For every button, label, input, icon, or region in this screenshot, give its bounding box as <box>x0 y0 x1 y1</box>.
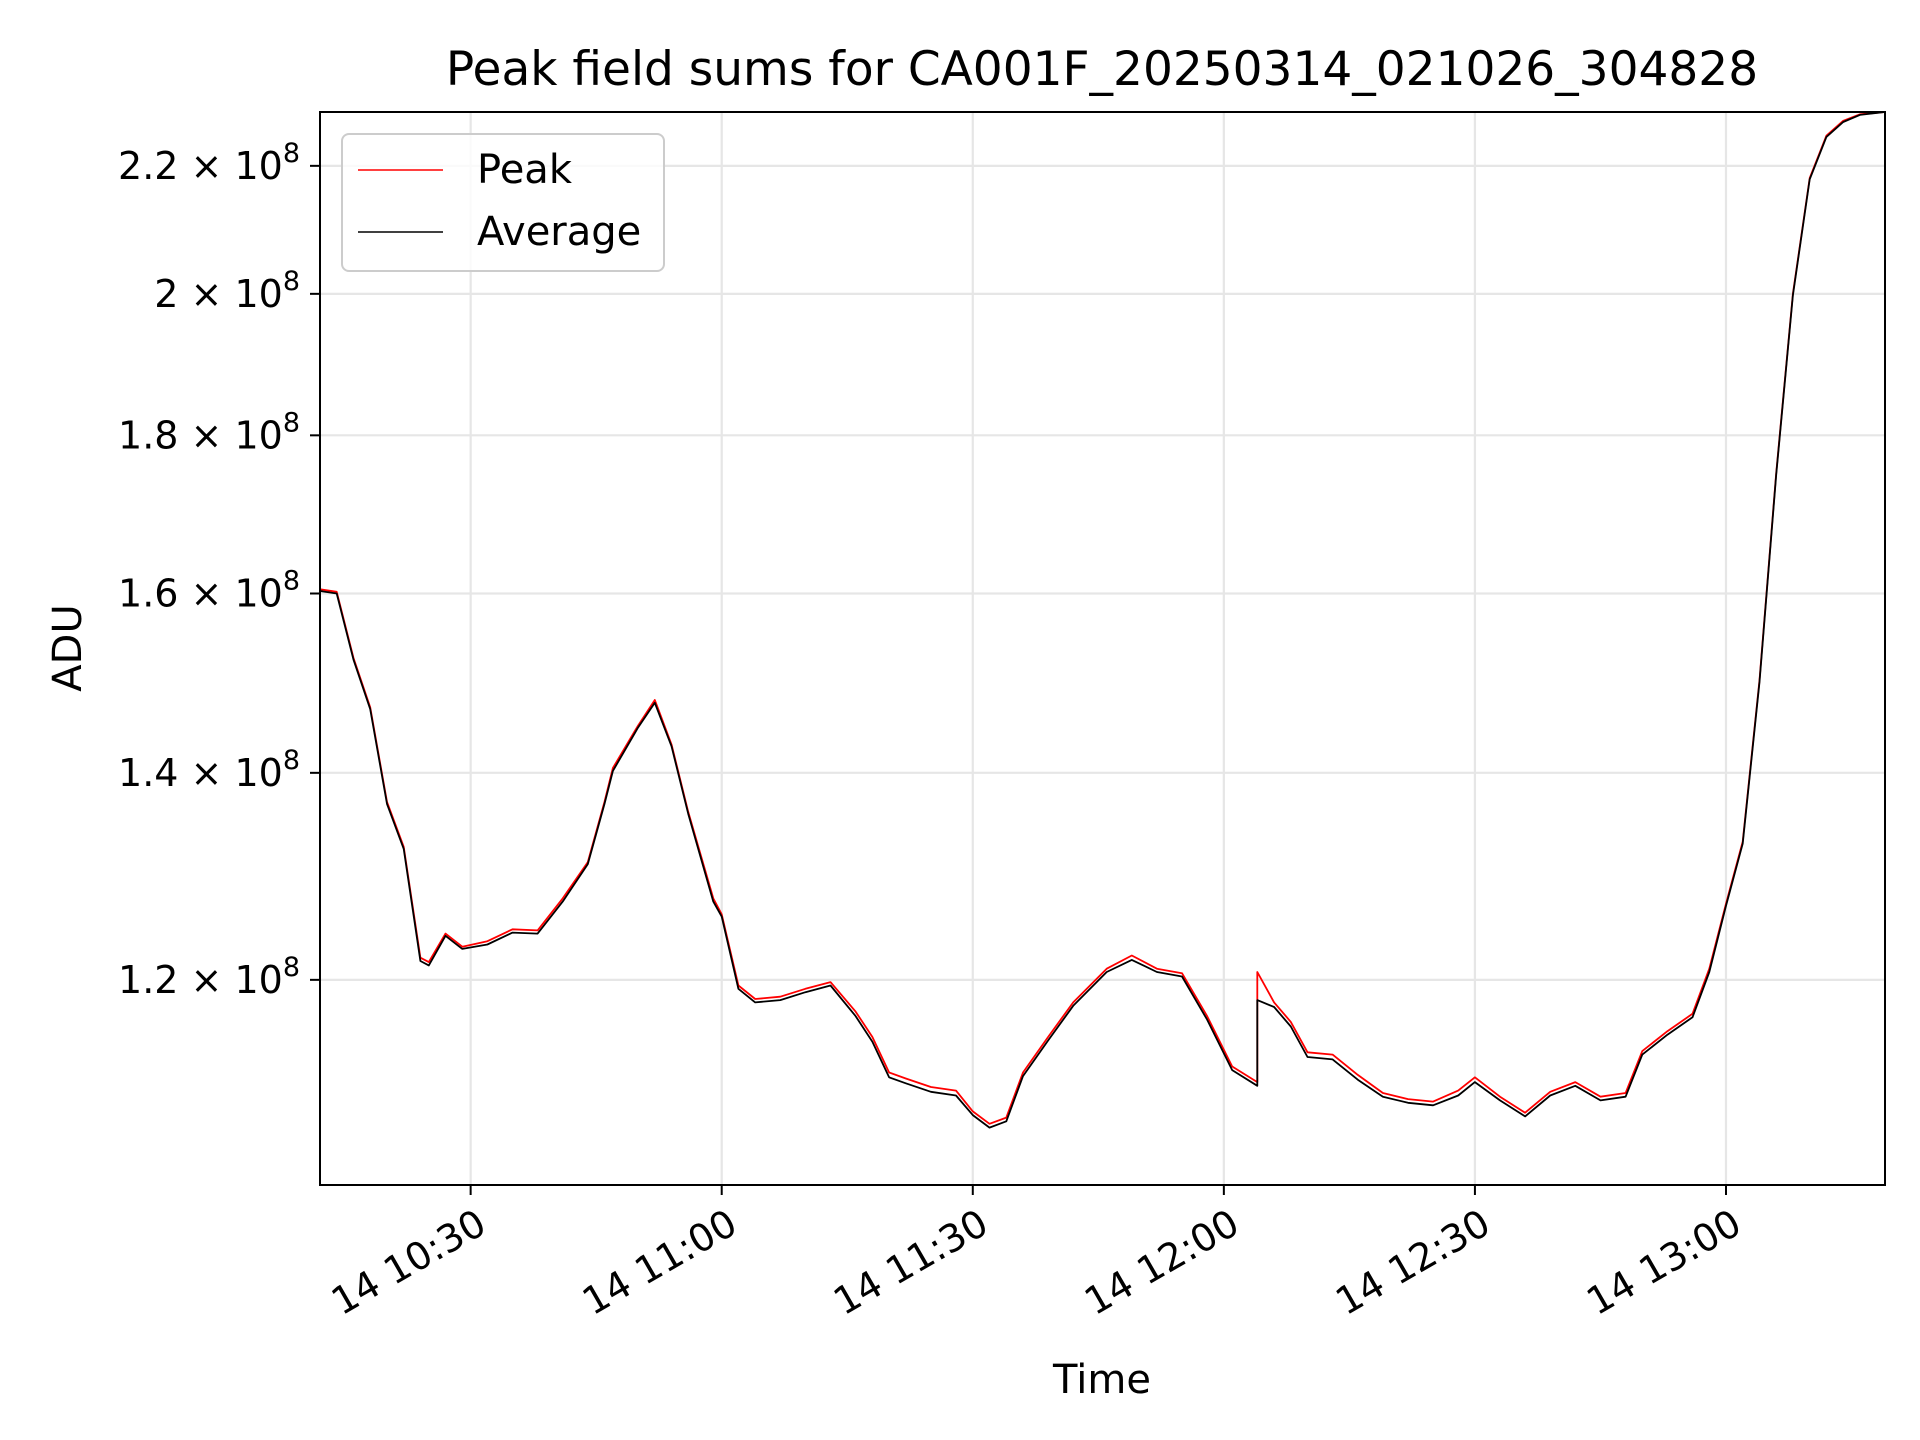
grid-lines <box>320 112 1885 1185</box>
series-lines <box>319 111 1886 1129</box>
y-tick-label: 1.4 × 108 <box>118 745 300 795</box>
series-line-peak <box>319 111 1886 1125</box>
x-axis-label: Time <box>1052 1357 1151 1403</box>
y-tick-label: 2 × 108 <box>154 266 300 316</box>
legend: Peak Average <box>341 133 665 272</box>
legend-label-average: Average <box>477 209 641 255</box>
y-axis-label: ADU <box>45 604 91 691</box>
legend-label-peak: Peak <box>477 147 573 193</box>
legend-box <box>341 133 665 272</box>
y-tick-label: 2.2 × 108 <box>118 138 300 188</box>
plot-frame <box>319 111 1886 1186</box>
y-tick-label: 1.2 × 108 <box>118 952 300 1002</box>
y-tick-label: 1.8 × 108 <box>118 407 300 457</box>
y-tick-label: 1.6 × 108 <box>118 566 300 616</box>
series-line-average <box>319 111 1886 1129</box>
chart-title: Peak field sums for CA001F_20250314_0210… <box>446 42 1758 97</box>
